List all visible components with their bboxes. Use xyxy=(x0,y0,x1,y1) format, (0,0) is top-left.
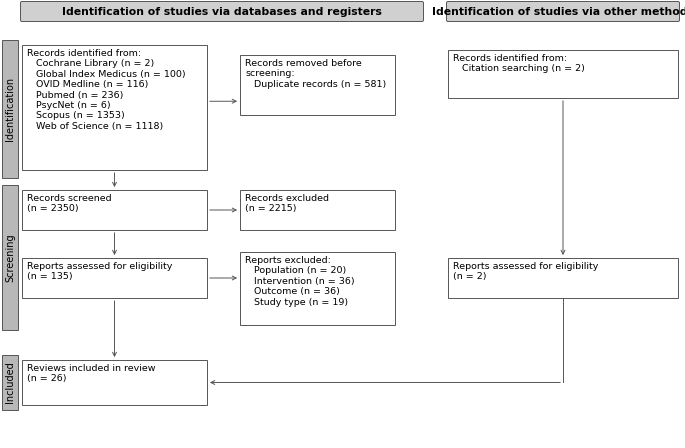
FancyBboxPatch shape xyxy=(240,55,395,115)
Text: Records identified from:
   Cochrane Library (n = 2)
   Global Index Medicus (n : Records identified from: Cochrane Librar… xyxy=(27,49,186,131)
Text: Records excluded
(n = 2215): Records excluded (n = 2215) xyxy=(245,194,329,213)
FancyBboxPatch shape xyxy=(2,355,18,410)
Text: Records identified from:
   Citation searching (n = 2): Records identified from: Citation search… xyxy=(453,54,585,73)
FancyBboxPatch shape xyxy=(22,190,207,230)
Text: Reports excluded:
   Population (n = 20)
   Intervention (n = 36)
   Outcome (n : Reports excluded: Population (n = 20) In… xyxy=(245,256,355,306)
FancyBboxPatch shape xyxy=(448,258,678,298)
Text: Screening: Screening xyxy=(5,233,15,282)
FancyBboxPatch shape xyxy=(2,185,18,330)
Text: Identification of studies via databases and registers: Identification of studies via databases … xyxy=(62,7,382,17)
FancyBboxPatch shape xyxy=(240,190,395,230)
Text: Identification of studies via other methods: Identification of studies via other meth… xyxy=(432,7,685,17)
Text: Reports assessed for eligibility
(n = 135): Reports assessed for eligibility (n = 13… xyxy=(27,262,173,281)
FancyBboxPatch shape xyxy=(22,45,207,170)
FancyBboxPatch shape xyxy=(2,40,18,178)
Text: Records screened
(n = 2350): Records screened (n = 2350) xyxy=(27,194,112,213)
Text: Reports assessed for eligibility
(n = 2): Reports assessed for eligibility (n = 2) xyxy=(453,262,599,281)
Text: Records removed before
screening:
   Duplicate records (n = 581): Records removed before screening: Duplic… xyxy=(245,59,386,89)
Text: Reviews included in review
(n = 26): Reviews included in review (n = 26) xyxy=(27,364,155,383)
FancyBboxPatch shape xyxy=(21,1,423,22)
FancyBboxPatch shape xyxy=(22,360,207,405)
FancyBboxPatch shape xyxy=(448,50,678,98)
FancyBboxPatch shape xyxy=(240,252,395,325)
FancyBboxPatch shape xyxy=(22,258,207,298)
Text: Identification: Identification xyxy=(5,77,15,141)
Text: Included: Included xyxy=(5,362,15,403)
FancyBboxPatch shape xyxy=(447,1,680,22)
